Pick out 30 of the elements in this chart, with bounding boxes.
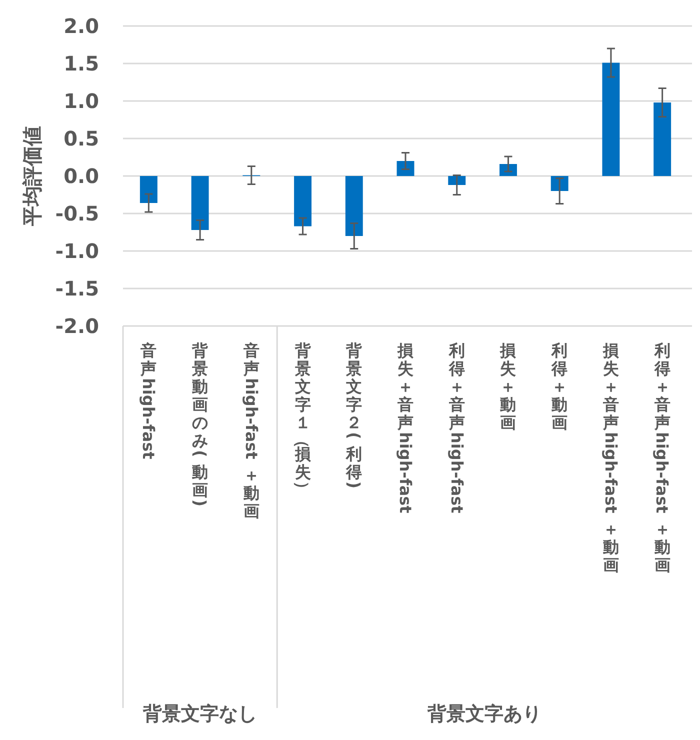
y-tick-label: 1.5 [64,52,99,76]
x-tick-label: 利得＋動画 [550,341,568,432]
text: 背景文字なし [142,703,258,725]
x-tick-label: 利得＋音声high-fast [447,341,466,514]
y-tick-label: -1.0 [55,239,99,263]
bar [294,176,312,226]
category-label: 背景文字１（損失） [293,341,312,498]
text: 背景文字あり [426,703,542,725]
category-label: 利得＋音声high-fast＋動画 [652,341,672,574]
bar [140,176,158,203]
y-tick-label: 2.0 [64,14,99,38]
category-label: 背景文字２(利得) [344,341,364,489]
bar [448,176,466,185]
x-tick-label: 損失＋動画 [499,341,516,432]
x-tick-label: 損失＋音声high-fast [396,341,415,514]
y-tick-label: -0.5 [55,202,99,226]
x-tick-label: 音声high-fast [139,341,158,460]
x-tick-label: 音声high-fast＋動画 [242,341,261,520]
bar [602,62,620,176]
y-tick-label: -2.0 [55,314,99,338]
bar [654,102,672,176]
y-tick-label: 0.5 [64,126,99,150]
y-axis-title: 平均評価値 [20,126,44,227]
bar [345,176,363,236]
y-tick-label: 0.0 [64,164,99,188]
y-tick-label: 1.0 [64,89,99,113]
category-label: 損失＋音声high-fast＋動画 [601,341,620,574]
category-label: 背景動画のみ(動画) [190,341,210,507]
bar [191,176,209,230]
y-tick-label: -1.5 [55,276,99,300]
